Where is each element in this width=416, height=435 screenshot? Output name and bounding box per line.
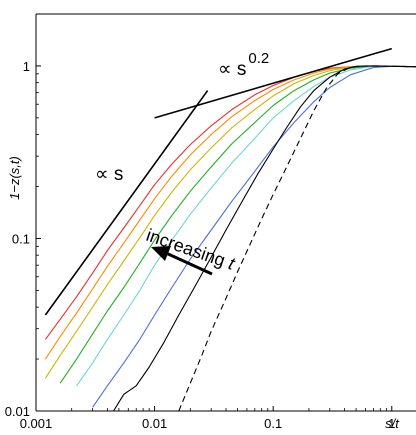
x-tick-label: 0.01 — [142, 416, 167, 431]
series-layer — [44, 65, 416, 411]
guide-layer — [44, 47, 393, 316]
y-tick-label: 0.1 — [12, 231, 30, 246]
increasing-t-arrow — [151, 246, 213, 276]
series-line-7 — [113, 65, 416, 411]
axis-ticks: 0.001 0.01 0.1 10.010.11 — [5, 13, 395, 431]
x-tick-label: 0.1 — [264, 416, 282, 431]
y-tick-label: 0.01 — [5, 404, 30, 419]
series-line-4 — [59, 65, 416, 384]
series-line-8 — [178, 65, 416, 411]
y-tick-label: 1 — [23, 59, 30, 74]
annotation-prop-s02: ∝ s0.2 — [218, 50, 269, 80]
x-tick-label: 0.001 — [20, 416, 53, 431]
guide-line-1 — [44, 90, 209, 316]
y-axis-title: 1−z(s,t) — [7, 156, 22, 200]
series-line-6 — [92, 65, 416, 408]
x-tick-label: 1 — [388, 416, 395, 431]
x-axis-title: s/t — [385, 416, 400, 431]
annotation-prop-s02-base: ∝ s — [218, 59, 246, 80]
series-line-2 — [44, 65, 416, 360]
guide-line-2 — [154, 47, 393, 119]
series-line-5 — [76, 65, 416, 387]
series-line-3 — [44, 65, 416, 379]
annotation-prop-s02-exponent: 0.2 — [248, 50, 269, 67]
annotation-prop-s: ∝ s — [95, 164, 123, 185]
